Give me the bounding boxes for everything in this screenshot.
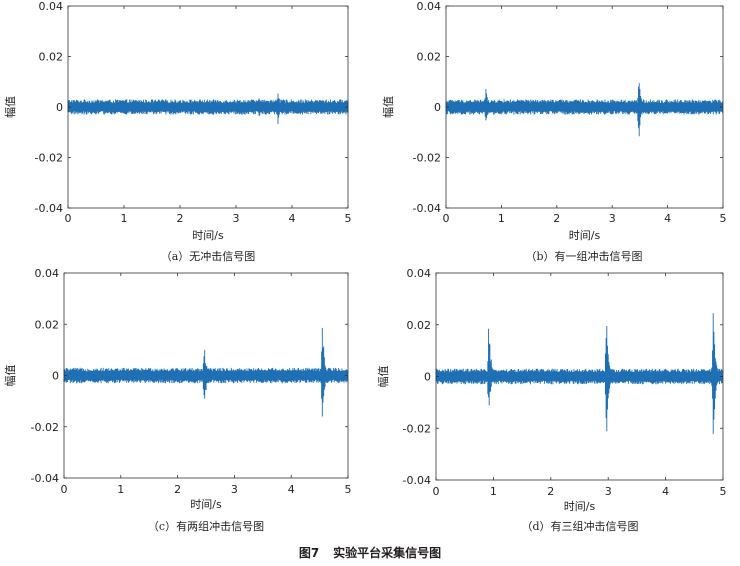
figure-title: 图7 实验平台采集信号图 <box>299 544 441 561</box>
signal-series-b <box>445 83 723 137</box>
y-tick-label-a: -0.04 <box>35 202 63 215</box>
y-tick-label-d: 0 <box>424 371 431 384</box>
chart-c: 0 1 2 3 4 5 -0.04 -0.02 0 0.02 0.04 时间/s 幅值 <box>4 267 352 511</box>
x-tick-label-c: 1 <box>117 483 124 496</box>
x-tick-label-d: 5 <box>720 485 727 498</box>
y-tick-label-b: 0.04 <box>417 0 442 13</box>
x-tick-label-c: 3 <box>231 483 238 496</box>
y-tick-label-a: 0 <box>56 101 63 114</box>
caption-b: （b）有一组冲击信号图 <box>525 250 643 263</box>
y-tick-label-c: -0.02 <box>31 421 59 434</box>
x-tick-label-c: 5 <box>345 483 352 496</box>
x-tick-label-a: 5 <box>345 212 352 225</box>
chart-a: 0 1 2 3 4 5 -0.04 -0.02 0 0.02 0.04 时间/s 幅值 <box>4 0 352 242</box>
x-tick-label-b: 5 <box>720 212 727 225</box>
x-tick-label-a: 4 <box>289 212 296 225</box>
x-tick-label-a: 0 <box>65 212 72 225</box>
y-tick-label-d: 0.04 <box>407 267 432 280</box>
x-tick-label-d: 2 <box>547 485 554 498</box>
y-tick-label-c: 0.04 <box>35 267 60 280</box>
y-tick-label-c: -0.04 <box>31 472 59 485</box>
x-tick-label-d: 3 <box>605 485 612 498</box>
y-tick-label-d: -0.04 <box>403 474 431 487</box>
caption-c: （c）有两组冲击信号图 <box>147 520 265 533</box>
x-axis-label-b: 时间/s <box>569 229 601 242</box>
signal-series-a <box>67 93 349 124</box>
figure-number: 图7 <box>298 546 320 560</box>
x-tick-label-b: 1 <box>498 212 505 225</box>
y-tick-label-d: 0.02 <box>407 319 432 332</box>
y-tick-label-b: 0.02 <box>417 51 442 64</box>
y-tick-label-a: 0.02 <box>39 51 64 64</box>
y-tick-label-d: -0.02 <box>403 422 431 435</box>
y-tick-label-c: 0 <box>52 370 59 383</box>
caption-d: （d）有三组冲击信号图 <box>521 520 639 533</box>
x-tick-label-b: 2 <box>553 212 560 225</box>
x-tick-label-a: 3 <box>233 212 240 225</box>
y-axis-label-d: 幅值 <box>377 366 390 388</box>
y-tick-label-b: -0.02 <box>413 152 441 165</box>
x-tick-label-b: 3 <box>609 212 616 225</box>
x-tick-label-c: 4 <box>288 483 295 496</box>
y-axis-label-b: 幅值 <box>382 96 395 118</box>
x-axis-label-c: 时间/s <box>190 498 222 511</box>
y-axis-label-c: 幅值 <box>4 365 17 387</box>
caption-a: （a）无冲击信号图 <box>160 250 256 263</box>
y-tick-label-c: 0.02 <box>35 318 60 331</box>
x-axis-label-a: 时间/s <box>192 229 224 242</box>
chart-d: 0 1 2 3 4 5 -0.04 -0.02 0 0.02 0.04 时间/s 幅值 <box>377 267 727 513</box>
x-tick-label-b: 4 <box>664 212 671 225</box>
y-tick-label-b: 0 <box>434 101 441 114</box>
x-tick-label-d: 4 <box>662 485 669 498</box>
figure-title-text: 实验平台采集信号图 <box>333 546 442 560</box>
x-tick-label-a: 1 <box>121 212 128 225</box>
x-tick-label-d: 1 <box>490 485 497 498</box>
figure-charts: 0 1 2 3 4 5 -0.04 -0.02 0 0.02 0.04 时间/s 幅值 0 1 2 3 4 5 -0.… <box>4 0 727 513</box>
y-tick-label-a: 0.04 <box>39 0 64 13</box>
y-axis-label-a: 幅值 <box>4 96 17 118</box>
signal-series-d <box>435 313 723 435</box>
x-tick-label-b: 0 <box>443 212 450 225</box>
y-tick-label-a: -0.02 <box>35 152 63 165</box>
x-tick-label-c: 2 <box>174 483 181 496</box>
signal-series-c <box>63 327 348 417</box>
y-tick-label-b: -0.04 <box>413 202 441 215</box>
x-tick-label-d: 0 <box>433 485 440 498</box>
chart-b: 0 1 2 3 4 5 -0.04 -0.02 0 0.02 0.04 时间/s 幅值 <box>382 0 727 242</box>
x-tick-label-a: 2 <box>177 212 184 225</box>
x-tick-label-c: 0 <box>61 483 68 496</box>
x-axis-label-d: 时间/s <box>564 500 596 513</box>
